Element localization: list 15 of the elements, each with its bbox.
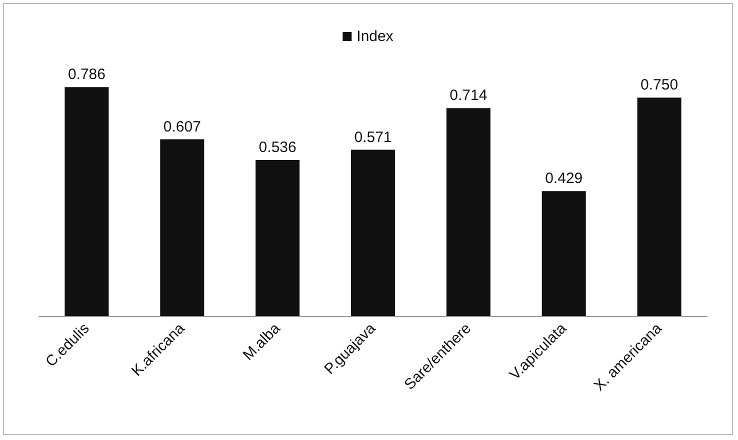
data-label: 0.536 <box>258 138 296 156</box>
data-label: 0.429 <box>545 170 583 188</box>
data-label: 0.714 <box>450 87 488 104</box>
legend-label: Index <box>356 28 394 45</box>
bar <box>637 98 682 316</box>
bar <box>160 139 204 316</box>
bar <box>542 191 586 316</box>
bar <box>446 108 490 316</box>
bar <box>351 150 395 316</box>
data-label: 0.607 <box>163 118 201 136</box>
data-label: 0.571 <box>354 128 392 146</box>
data-label: 0.786 <box>68 66 106 84</box>
bar <box>256 160 300 316</box>
data-label: 0.750 <box>640 76 678 94</box>
bar <box>64 87 109 316</box>
